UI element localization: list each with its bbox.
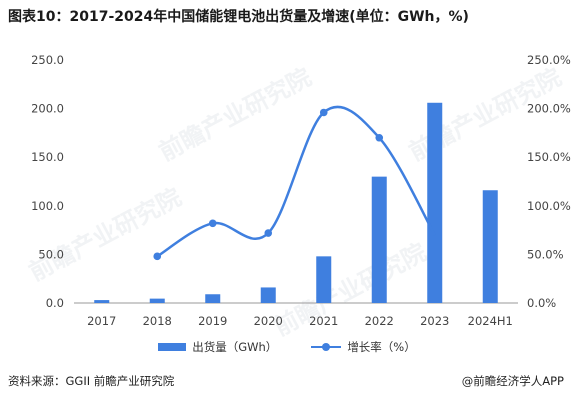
bar	[316, 256, 332, 303]
x-tick-label: 2017	[87, 314, 116, 328]
growth-point	[208, 219, 217, 228]
bar	[149, 298, 165, 303]
growth-point	[319, 108, 328, 117]
y-tick-label-right: 200.0%	[527, 102, 571, 116]
x-tick-label: 2023	[420, 314, 449, 328]
x-tick-label: 2021	[309, 314, 338, 328]
x-tick-label: 2019	[198, 314, 227, 328]
x-tick-label: 2018	[143, 314, 172, 328]
growth-line	[156, 105, 436, 258]
bar	[94, 300, 110, 303]
growth-point	[375, 133, 384, 142]
y-tick-label-right: 100.0%	[527, 199, 571, 213]
x-tick-label: 2020	[254, 314, 283, 328]
bar	[205, 294, 221, 303]
legend-bar-swatch	[158, 343, 187, 351]
brand-label: @前瞻经济学人APP	[461, 374, 564, 388]
legend-item-line: 增长率（%）	[311, 339, 416, 355]
x-tick-label: 2022	[365, 314, 394, 328]
chart-canvas: 0.0 50.0 100.0 150.0 200.0 250.0 0.0% 50.0% 100.…	[31, 53, 571, 328]
growth-point	[264, 229, 273, 237]
y-tick-label-left: 100.0	[31, 199, 64, 213]
y-tick-label-left: 50.0	[38, 247, 64, 261]
bar	[482, 190, 498, 303]
bar	[260, 287, 276, 303]
x-tick-label: 2024H1	[468, 314, 513, 328]
legend-line-swatch	[311, 343, 342, 351]
bar	[427, 102, 443, 303]
page-title: 图表10：2017-2024年中国储能锂电池出货量及增速(单位：GWh，%)	[8, 9, 469, 25]
legend-item-bar: 出货量（GWh）	[158, 339, 277, 355]
y-tick-label-left: 250.0	[31, 53, 64, 67]
chart-legend: 出货量（GWh） 增长率（%）	[0, 339, 574, 355]
legend-bar-label: 出货量（GWh）	[192, 340, 278, 354]
source-note: 资料来源：GGII 前瞻产业研究院	[8, 374, 175, 388]
y-tick-label-left: 150.0	[31, 150, 64, 164]
legend-line-label: 增长率（%）	[347, 340, 416, 354]
y-tick-label-right: 150.0%	[527, 150, 571, 164]
y-tick-label-right: 50.0%	[527, 247, 564, 261]
bar	[371, 176, 387, 303]
growth-point	[153, 252, 162, 261]
y-tick-label-left: 200.0	[31, 102, 64, 116]
y-tick-label-right: 0.0%	[527, 296, 556, 310]
y-tick-label-right: 250.0%	[527, 53, 571, 67]
y-tick-label-left: 0.0	[46, 296, 64, 310]
